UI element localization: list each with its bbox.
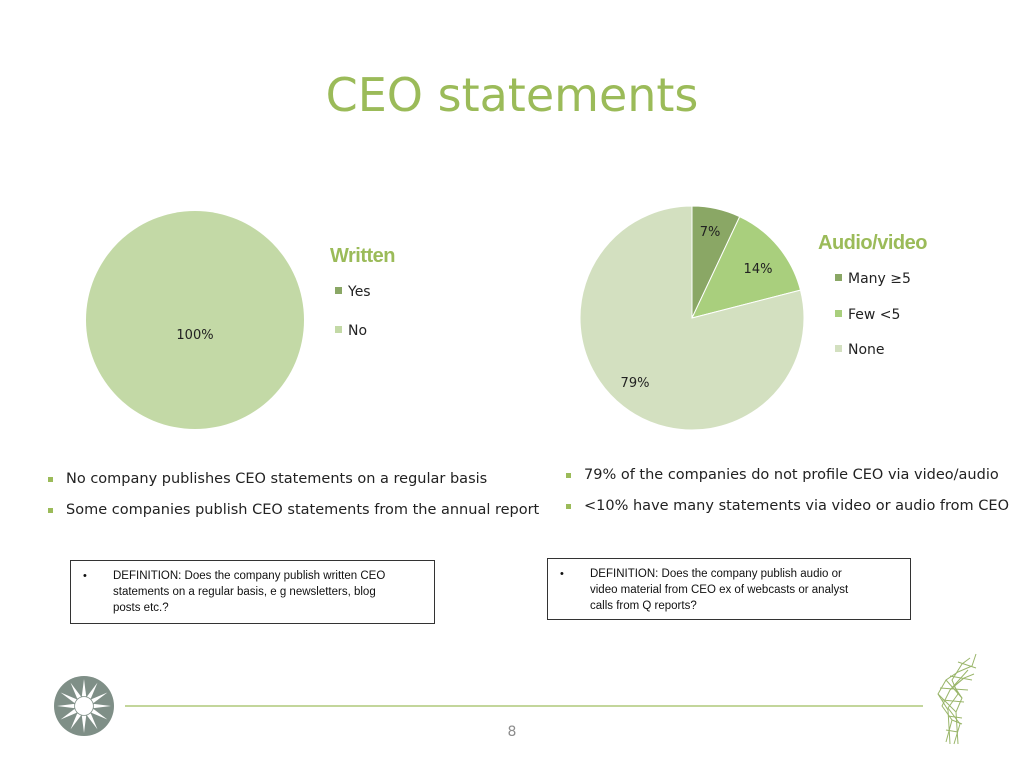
written-slice-2 — [86, 211, 304, 429]
legend-swatch-few — [835, 310, 842, 317]
legend-item-yes: Yes — [335, 284, 371, 300]
legend-swatch-yes — [335, 287, 342, 294]
sun-ray-shape — [93, 703, 111, 709]
right-definition-line-1: DEFINITION: Does the company publish aud… — [590, 568, 842, 580]
audio-video-slice-3 — [579, 205, 805, 431]
left-definition-line-1: DEFINITION: Does the company publish wri… — [113, 570, 386, 582]
left-bullet-1: No company publishes CEO statements on a… — [48, 471, 539, 487]
left-definition-box: • DEFINITION: Does the company publish w… — [70, 560, 435, 624]
page-title: CEO statements — [325, 68, 699, 122]
audio-video-data-label-3: 79% — [621, 376, 650, 391]
audio-video-legend-title: Audio/video — [818, 232, 927, 254]
left-bullet-list: No company publishes CEO statements on a… — [48, 471, 539, 533]
legend-item-no: No — [335, 323, 367, 339]
left-definition-bullet: • — [83, 570, 87, 582]
sun-ray-shape — [81, 679, 87, 697]
sun-ray-shape — [60, 708, 77, 720]
legend-label-yes: Yes — [348, 284, 371, 300]
written-legend-title: Written — [330, 245, 396, 267]
right-bullet-1: 79% of the companies do not profile CEO … — [566, 467, 1009, 483]
left-definition-text: DEFINITION: Does the company publish wri… — [113, 568, 385, 616]
legend-item-few: Few <5 — [835, 307, 900, 323]
left-definition-line-2: statements on a regular basis, e g newsl… — [113, 586, 376, 598]
audio-video-slice-2 — [691, 215, 802, 319]
sun-ray-shape — [81, 715, 87, 733]
legend-swatch-many — [835, 274, 842, 281]
sun-ray-shape — [91, 692, 108, 704]
right-definition-text: DEFINITION: Does the company publish aud… — [590, 566, 848, 614]
legend-label-many: Many ≥5 — [848, 271, 911, 287]
footer-divider — [125, 705, 923, 707]
right-definition-line-3: calls from Q reports? — [590, 600, 697, 612]
sun-ray-shape — [60, 692, 77, 704]
right-definition-box: • DEFINITION: Does the company publish a… — [547, 558, 911, 620]
legend-item-many: Many ≥5 — [835, 271, 911, 287]
audio-video-data-label-1: 7% — [700, 225, 721, 240]
right-bullet-list: 79% of the companies do not profile CEO … — [566, 467, 1009, 529]
right-definition-line-2: video material from CEO ex of webcasts o… — [590, 584, 849, 596]
legend-swatch-no — [335, 326, 342, 333]
sun-ray-shape — [86, 713, 98, 730]
right-definition-bullet: • — [560, 568, 564, 580]
sun-ray-shape — [70, 713, 82, 730]
right-bullet-2: <10% have many statements via video or a… — [566, 498, 1009, 514]
sun-emblem-icon — [54, 676, 114, 736]
legend-label-no: No — [348, 323, 368, 339]
green-sculpture-icon — [937, 653, 977, 745]
legend-item-none: None — [835, 342, 885, 358]
left-definition-line-3: posts etc.? — [113, 602, 169, 614]
sun-ray-shape — [86, 682, 98, 699]
sun-ray-shape — [91, 708, 108, 720]
left-bullet-2: Some companies publish CEO statements fr… — [48, 502, 539, 518]
written-data-label-2: 100% — [176, 328, 213, 343]
legend-label-few: Few <5 — [848, 307, 901, 323]
legend-swatch-none — [835, 345, 842, 352]
audio-video-data-label-2: 14% — [744, 262, 773, 277]
sun-ray-shape — [70, 682, 82, 699]
legend-label-none: None — [848, 342, 885, 358]
sun-ray-shape — [57, 703, 75, 709]
page-number: 8 — [507, 724, 517, 740]
